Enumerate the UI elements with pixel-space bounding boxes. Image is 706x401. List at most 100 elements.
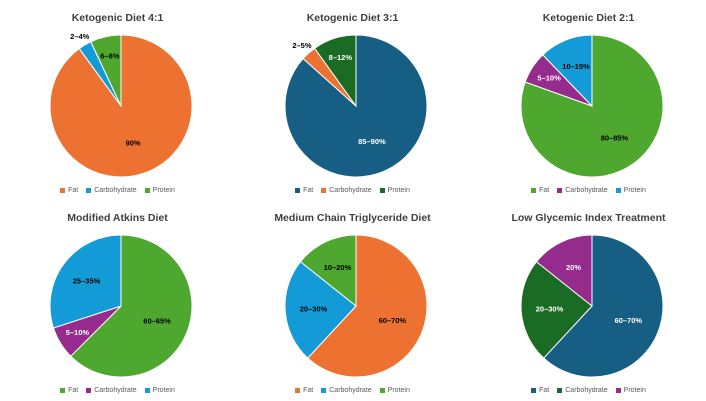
pie-chart-2: Ketogenic Diet 3:1 85–90% 2–5% 8–12% Fat Carb… [235,0,470,200]
legend-swatch [379,388,385,393]
legend-swatch [144,388,150,393]
data-label-protein: 6–8% [100,52,120,61]
chart-title: Modified Atkins Diet [67,212,168,224]
pie-slice-protein [535,234,593,308]
legend-item-carbohydrate: Carbohydrate [86,187,137,194]
legend-item-fat: Fat [295,187,313,194]
legend-item-carbohydrate: Carbohydrate [557,187,608,194]
legend: Fat Carbohydrate Protein [235,187,470,194]
legend-swatch [60,388,66,393]
chart-title: Medium Chain Triglyceride Diet [274,212,431,224]
data-label-carbohydrate: 20–30% [536,305,564,314]
pie-slice-protein [90,34,122,107]
chart-title: Ketogenic Diet 2:1 [542,12,635,24]
legend: Fat Carbohydrate Protein [0,387,235,394]
legend-item-fat: Fat [531,387,549,394]
legend-item-fat: Fat [60,387,78,394]
pie-chart-1: Ketogenic Diet 4:1 90% 2–4% 6–8% Fat Carbohyd… [0,0,235,200]
legend-label: Protein [387,387,410,394]
legend-label: Fat [539,187,550,194]
legend-item-protein: Protein [379,187,410,194]
pie-slice-protein [299,234,357,308]
data-label-protein: 20% [566,263,581,272]
legend: Fat Carbohydrate Protein [471,387,706,394]
pie-slice-fat [307,234,428,378]
legend-swatch [321,188,327,193]
pie-plot: 80–85% 5–10%10–15% [520,34,664,178]
legend-label: Protein [387,187,410,194]
data-label-carbohydrate: 20–30% [300,305,328,314]
pie-chart-3: Ketogenic Diet 2:1 80–85% 5–10% 10–15% Fat Ca… [471,0,706,200]
pie-chart-6: Low Glycemic Index Treatment 60–70% 20–30%… [471,200,706,400]
pie-slice-fat [543,234,664,378]
pie-slice-carbohydrate [284,261,357,359]
chart-title: Ketogenic Diet 3:1 [306,12,399,24]
legend-label: Fat [539,387,550,394]
legend-label: Fat [68,187,79,194]
legend: Fat Carbohydrate Protein [471,187,706,194]
legend-item-fat: Fat [60,187,78,194]
legend-swatch [557,388,563,393]
pie-plot: 60–65% 5–10% 25–35% [49,234,193,378]
legend-label: Protein [152,187,175,194]
legend-swatch [60,188,66,193]
legend: Fat Carbohydrate Protein [0,187,235,194]
pie-slice-protein [542,34,593,108]
legend-label: Carbohydrate [565,187,608,194]
pie-slice-fat [70,234,193,378]
pie-slice-protein [49,234,122,329]
legend-swatch [379,188,385,193]
pie-plot: 85–90% 2–5% 8–12% [284,34,428,178]
data-label-fat: 60–70% [615,316,643,325]
data-label-protein: 10–20% [324,263,352,272]
legend-swatch [557,188,563,193]
legend-item-protein: Protein [379,387,410,394]
legend-label: Carbohydrate [565,387,608,394]
data-label-fat: 80–85% [601,133,629,142]
data-label-carbohydrate: 5–10% [537,74,561,83]
legend-item-carbohydrate: Carbohydrate [321,387,372,394]
legend-label: Protein [623,387,646,394]
legend-label: Fat [303,387,314,394]
chart-title: Low Glycemic Index Treatment [511,212,666,224]
legend-item-carbohydrate: Carbohydrate [86,387,137,394]
data-label-carbohydrate: 2–5% [292,41,312,50]
legend-item-protein: Protein [144,387,175,394]
data-label-protein: 8–12% [329,53,353,62]
legend-swatch [615,388,621,393]
legend-swatch [86,388,92,393]
legend-label: Fat [303,187,314,194]
legend-label: Carbohydrate [94,187,137,194]
data-label-protein: 25–35% [73,276,101,285]
legend-swatch [531,188,537,193]
legend-item-carbohydrate: Carbohydrate [557,387,608,394]
legend-item-protein: Protein [144,187,175,194]
legend-label: Protein [152,387,175,394]
pie-plot: 60–70% 20–30% 20% [520,234,664,378]
legend-item-carbohydrate: Carbohydrate [321,187,372,194]
pie-chart-4: Modified Atkins Diet 60–65% 5–10% 25–35% Fat… [0,200,235,400]
legend-label: Protein [623,187,646,194]
legend-item-fat: Fat [295,387,313,394]
data-label-fat: 60–70% [379,316,407,325]
legend-label: Fat [68,387,79,394]
pie-slice-carbohydrate [520,261,593,359]
legend-swatch [321,388,327,393]
pie-plot: 60–70% 20–30% 10–20% [284,234,428,378]
data-label-fat: 90% [126,139,141,148]
legend-swatch [295,388,301,393]
data-label-protein: 10–15% [562,62,590,71]
pie-plot: 90% 2–4% 6–8% [49,32,193,178]
legend: Fat Carbohydrate Protein [235,387,470,394]
data-label-carbohydrate: 2–4% [70,32,90,41]
legend-swatch [144,188,150,193]
legend-item-protein: Protein [615,387,646,394]
legend-label: Carbohydrate [94,387,137,394]
pie-chart-5: Medium Chain Triglyceride Diet 60–70% 20–3… [235,200,470,400]
legend-swatch [531,388,537,393]
data-label-fat: 60–65% [143,316,171,325]
data-label-carbohydrate: 5–10% [66,328,90,337]
data-label-fat: 85–90% [358,137,386,146]
legend-swatch [295,188,301,193]
